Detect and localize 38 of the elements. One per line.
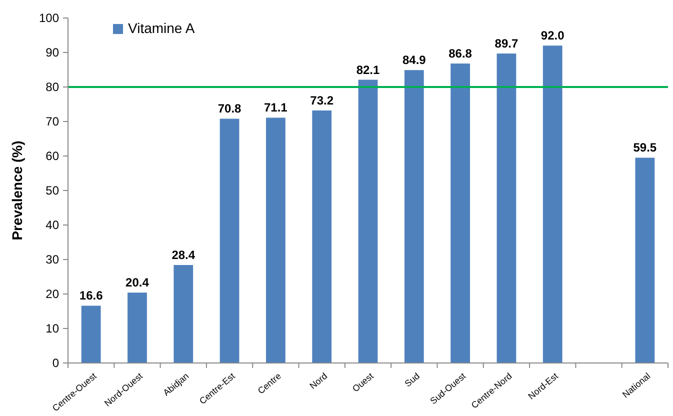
text: 59.5 (633, 140, 657, 155)
bar (174, 265, 194, 363)
bar (496, 54, 516, 363)
bar (266, 118, 286, 363)
y-tick-label: 30 (46, 252, 60, 267)
text: 84.9 (402, 53, 426, 68)
text: 20.4 (126, 276, 149, 290)
y-tick-label: 70 (46, 114, 60, 129)
bar (358, 80, 378, 363)
text: 82.1 (356, 62, 380, 77)
y-tick-label: 90 (46, 46, 60, 60)
text: 92.0 (540, 28, 564, 43)
bar (542, 46, 562, 363)
bar (404, 70, 424, 363)
x-tick-label: Sud (402, 370, 422, 389)
legend-label: Vitamine A (128, 20, 196, 36)
y-tick-label: 60 (46, 149, 60, 164)
y-tick-label: 40 (46, 218, 60, 232)
bar (81, 306, 101, 363)
text: 16.6 (79, 288, 103, 303)
bar (635, 158, 655, 363)
text: 73.2 (310, 93, 334, 108)
y-axis-title: Prevalence (%) (9, 140, 25, 240)
y-tick-label: 10 (46, 322, 60, 336)
text: 71.1 (264, 100, 288, 115)
bar (312, 110, 332, 363)
y-tick-label: 100 (38, 11, 60, 26)
bar (128, 292, 147, 363)
bar (220, 118, 240, 363)
text: 70.8 (218, 102, 242, 116)
text: 86.8 (448, 46, 472, 61)
text: 28.4 (172, 248, 196, 262)
y-tick-label: 20 (46, 287, 60, 302)
y-tick-label: 0 (52, 356, 60, 370)
bar (450, 64, 470, 363)
y-tick-label: 80 (46, 80, 60, 94)
text: 89.7 (494, 36, 518, 51)
y-tick-label: 50 (46, 184, 60, 198)
